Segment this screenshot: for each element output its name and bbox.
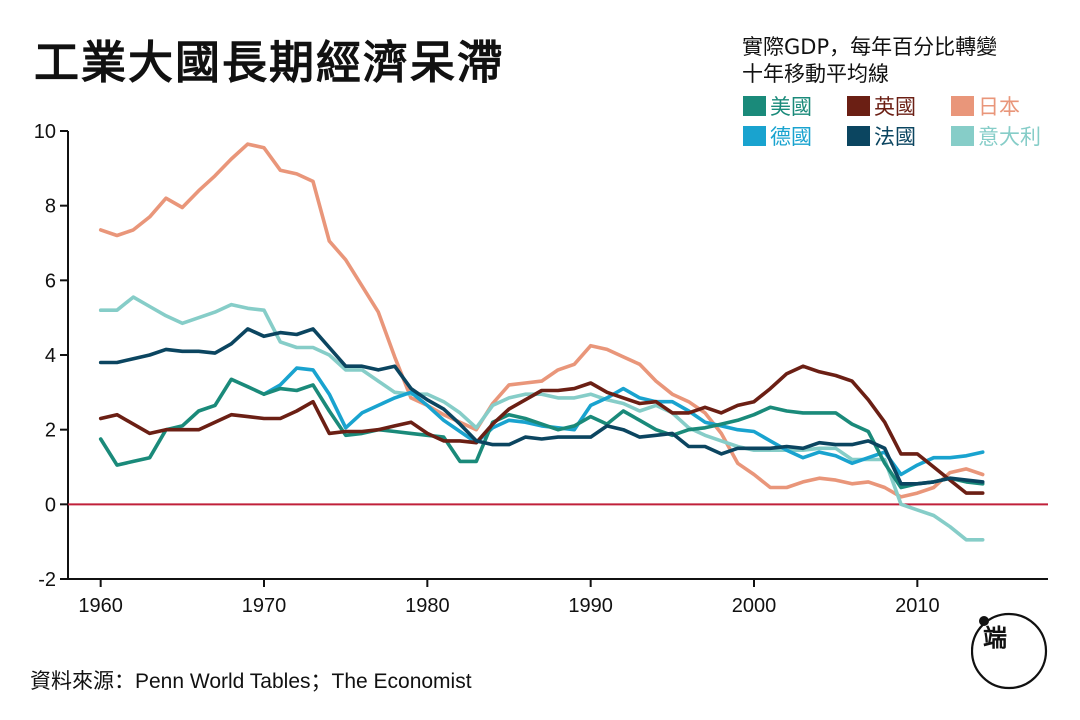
legend-item-jp: 日本 — [951, 93, 1061, 119]
legend-label-uk: 英國 — [874, 94, 916, 119]
legend-swatch-jp — [951, 95, 974, 116]
legend-swatch-de — [743, 125, 766, 146]
logo-mark-icon: 端 — [971, 612, 1048, 690]
legend-label-jp: 日本 — [978, 94, 1020, 119]
legend-swatch-uk — [847, 95, 870, 116]
y-tick-label: 4 — [45, 345, 56, 367]
series-line-fr — [98, 327, 985, 486]
series-line-de — [262, 366, 985, 477]
legend-swatch-it — [951, 125, 974, 146]
legend-item-uk: 英國 — [847, 93, 951, 119]
series-line-it — [98, 295, 985, 542]
y-tick-label: 8 — [45, 196, 56, 218]
series-line-us — [98, 377, 985, 490]
legend-label-fr: 法國 — [874, 124, 916, 149]
legend-label-us: 美國 — [770, 94, 812, 119]
legend-item-us: 美國 — [743, 93, 847, 119]
y-tick-label: -2 — [38, 569, 56, 591]
y-tick-label: 10 — [34, 121, 56, 143]
legend-item-fr: 法國 — [847, 123, 951, 149]
x-tick-label: 2010 — [895, 595, 940, 617]
series-line-jp — [98, 142, 985, 499]
series-line-uk — [98, 364, 985, 495]
y-tick-label: 0 — [45, 494, 56, 516]
chart-subtitle: 實際GDP，每年百分比轉變 十年移動平均線 — [742, 34, 997, 88]
x-tick-label: 1970 — [242, 595, 287, 617]
legend-swatch-fr — [847, 125, 870, 146]
x-tick-label: 1990 — [568, 595, 613, 617]
legend-label-de: 德國 — [770, 124, 812, 149]
subtitle-line-1: 實際GDP，每年百分比轉變 — [742, 35, 998, 59]
logo-text: 端 — [983, 624, 1007, 652]
legend: 美國 英國 日本 德國 法國 意大利 — [743, 93, 1061, 149]
legend-swatch-us — [743, 95, 766, 116]
legend-item-it: 意大利 — [951, 123, 1061, 149]
y-tick-label: 2 — [45, 420, 56, 442]
y-tick-label: 6 — [45, 270, 56, 292]
chart-title: 工業大國長期經濟呆滯 — [34, 36, 505, 89]
x-tick-label: 2000 — [732, 595, 777, 617]
legend-item-de: 德國 — [743, 123, 847, 149]
subtitle-line-2: 十年移動平均線 — [742, 62, 889, 86]
legend-label-it: 意大利 — [978, 124, 1041, 149]
x-tick-label: 1980 — [405, 595, 450, 617]
x-tick-label: 1960 — [78, 595, 123, 617]
source-note: 資料來源：Penn World Tables；The Economist — [30, 670, 472, 693]
